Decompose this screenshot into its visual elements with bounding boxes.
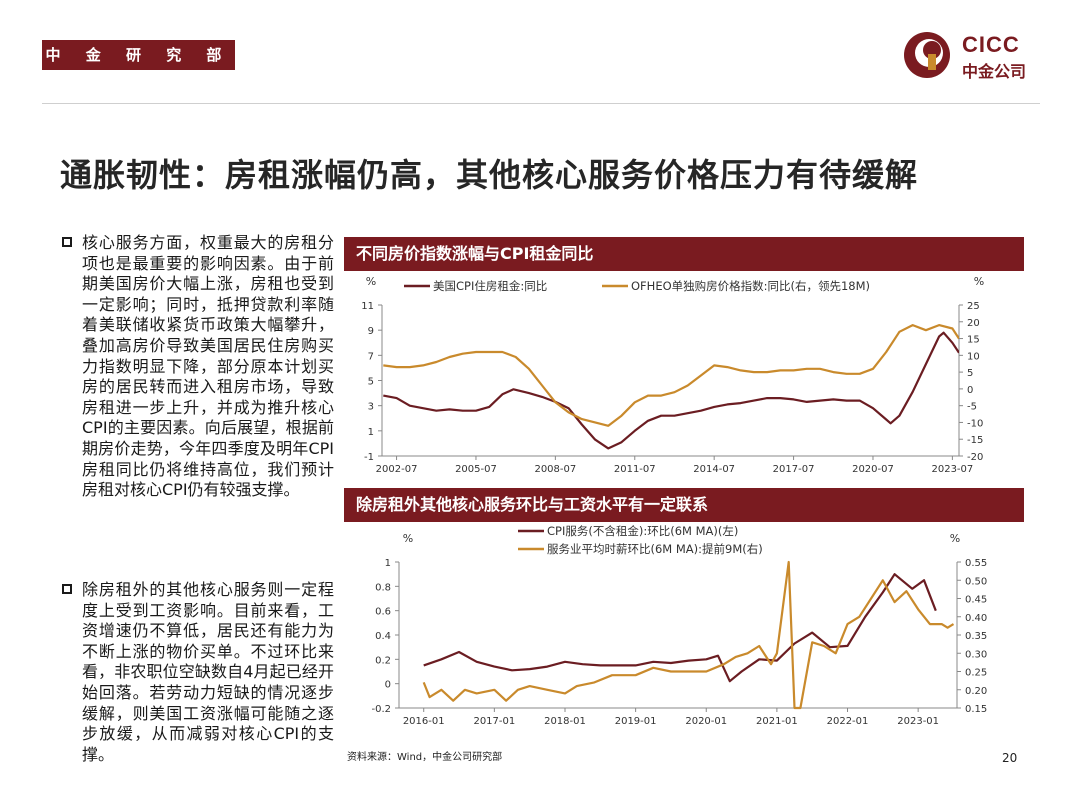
page-title: 通胀韧性：房租涨幅仍高，其他核心服务价格压力有待缓解 bbox=[60, 156, 919, 194]
y-right-tick-label: 0.15 bbox=[965, 704, 987, 715]
y-left-tick-label: 7 bbox=[368, 351, 374, 362]
x-tick-label: 2011-07 bbox=[614, 464, 656, 475]
cicc-logo-mark-icon bbox=[904, 32, 950, 78]
y-left-tick-label: -0.2 bbox=[371, 704, 391, 715]
y-right-tick-label: 15 bbox=[967, 335, 980, 346]
y-right-tick-label: 10 bbox=[967, 351, 980, 362]
header-divider bbox=[42, 103, 1040, 104]
y-right-tick-label: -5 bbox=[967, 402, 977, 413]
y-left-tick-label: 9 bbox=[368, 326, 374, 337]
y-left-tick-label: 0.4 bbox=[375, 631, 391, 642]
y-right-tick-label: 20 bbox=[967, 318, 980, 329]
legend-label-1: 美国CPI住房租金:同比 bbox=[433, 279, 547, 293]
y-left-tick-label: 0.2 bbox=[375, 655, 391, 666]
chart-1-title: 不同房价指数涨幅与CPI租金同比 bbox=[344, 237, 1024, 271]
x-tick-label: 2005-07 bbox=[455, 464, 497, 475]
y-right-tick-label: 5 bbox=[967, 368, 973, 379]
series-line-1 bbox=[383, 331, 959, 450]
x-tick-label: 2023-07 bbox=[931, 464, 973, 475]
y-right-tick-label: 25 bbox=[967, 301, 980, 312]
cicc-logo: CICC 中金公司 bbox=[902, 30, 1042, 82]
left-axis-unit: % bbox=[403, 532, 413, 545]
right-axis-unit: % bbox=[974, 275, 984, 288]
x-tick-label: 2020-01 bbox=[685, 716, 727, 727]
right-axis-unit: % bbox=[950, 532, 960, 545]
department-label: 中 金 研 究 部 bbox=[42, 40, 235, 70]
page-number: 20 bbox=[1002, 751, 1018, 765]
x-tick-label: 2018-01 bbox=[544, 716, 586, 727]
y-left-tick-label: 11 bbox=[361, 301, 374, 312]
y-right-tick-label: 0.25 bbox=[965, 668, 987, 679]
y-right-tick-label: 0 bbox=[967, 385, 973, 396]
x-tick-label: 2016-01 bbox=[403, 716, 445, 727]
y-right-tick-label: -10 bbox=[967, 418, 983, 429]
x-tick-label: 2023-01 bbox=[897, 716, 939, 727]
logo-text-en: CICC bbox=[962, 32, 1020, 57]
legend-label-1: CPI服务(不含租金):环比(6M MA)(左) bbox=[547, 524, 738, 538]
y-left-tick-label: 1 bbox=[385, 558, 391, 569]
bullet-item: 除房租外的其他核心服务则一定程度上受到工资影响。目前来看，工资增速仍不算低，居民… bbox=[62, 580, 334, 765]
y-right-tick-label: 0.30 bbox=[965, 649, 987, 660]
bullet-text: 核心服务方面，权重最大的房租分项也是最重要的影响因素。由于前期美国房价大幅上涨，… bbox=[82, 233, 334, 500]
series-line-2 bbox=[383, 324, 959, 427]
left-axis-unit: % bbox=[366, 275, 376, 288]
y-left-tick-label: 0 bbox=[385, 680, 391, 691]
bullet-square-icon bbox=[62, 237, 72, 247]
y-right-tick-label: -20 bbox=[967, 452, 983, 463]
y-right-tick-label: 0.20 bbox=[965, 686, 987, 697]
x-tick-label: 2008-07 bbox=[534, 464, 576, 475]
bullet-text: 除房租外的其他核心服务则一定程度上受到工资影响。目前来看，工资增速仍不算低，居民… bbox=[82, 580, 334, 764]
series-line-1 bbox=[423, 573, 937, 683]
chart-2: -0.2 0 0.2 0.4 0.6 0.8 1 0.15 0.20 0.25 0.30 0.35 0.… bbox=[371, 524, 987, 727]
y-left-tick-label: 3 bbox=[368, 402, 374, 413]
legend-label-2: 服务业平均时薪环比(6M MA):提前9M(右) bbox=[547, 542, 763, 556]
logo-text-cn: 中金公司 bbox=[962, 62, 1027, 81]
bullet-square-icon bbox=[62, 584, 72, 594]
x-tick-label: 2019-01 bbox=[615, 716, 657, 727]
y-right-tick-label: 0.50 bbox=[965, 576, 987, 587]
y-left-tick-label: 5 bbox=[368, 377, 374, 388]
x-tick-label: 2002-07 bbox=[376, 464, 418, 475]
x-tick-label: 2017-01 bbox=[473, 716, 515, 727]
y-left-tick-label: 1 bbox=[368, 427, 374, 438]
x-tick-label: 2022-01 bbox=[827, 716, 869, 727]
chart-2-title: 除房租外其他核心服务环比与工资水平有一定联系 bbox=[344, 488, 1024, 522]
source-note: 资料来源：Wind，中金公司研究部 bbox=[347, 752, 503, 763]
bullet-item: 核心服务方面，权重最大的房租分项也是最重要的影响因素。由于前期美国房价大幅上涨，… bbox=[62, 233, 334, 501]
y-right-tick-label: -15 bbox=[967, 435, 983, 446]
y-right-tick-label: 0.35 bbox=[965, 631, 987, 642]
y-right-tick-label: 0.40 bbox=[965, 613, 987, 624]
x-tick-label: 2020-07 bbox=[852, 464, 894, 475]
x-tick-label: 2017-07 bbox=[773, 464, 815, 475]
chart-1: -1 1 3 5 7 9 11 -20 -15 -10 -5 0 5 10 15 20 25 2002-07 200… bbox=[361, 275, 984, 475]
y-left-tick-label: 0.8 bbox=[375, 582, 391, 593]
y-right-tick-label: 0.55 bbox=[965, 558, 987, 569]
y-left-tick-label: 0.6 bbox=[375, 607, 391, 618]
legend-label-2: OFHEO单独购房价格指数:同比(右，领先18M) bbox=[631, 279, 870, 293]
y-left-tick-label: -1 bbox=[364, 452, 374, 463]
y-right-tick-label: 0.45 bbox=[965, 595, 987, 606]
x-tick-label: 2021-01 bbox=[756, 716, 798, 727]
x-tick-label: 2014-07 bbox=[693, 464, 735, 475]
series-line-2 bbox=[422, 560, 955, 710]
